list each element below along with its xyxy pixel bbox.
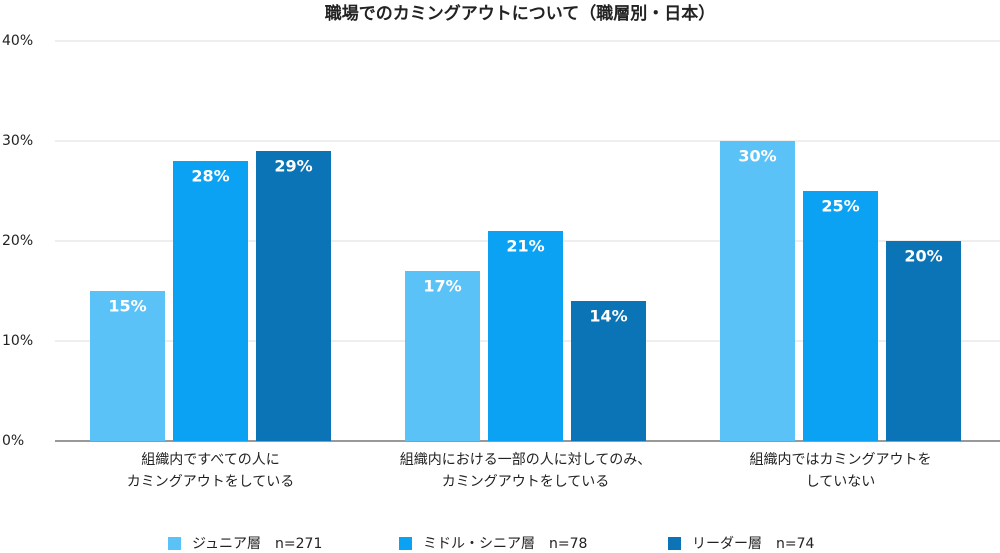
x-tick-label: 組織内ですべての人にカミングアウトをしている (127, 452, 295, 490)
value-label: 30% (738, 147, 776, 166)
x-tick-label: 組織内ではカミングアウトをしていない (750, 452, 932, 490)
legend-swatch (168, 537, 181, 550)
y-tick-label: 30% (2, 133, 33, 149)
bar (571, 301, 646, 441)
legend-label: ジュニア層 n=271 (192, 536, 322, 552)
legend-swatch (399, 537, 412, 550)
bar (173, 161, 248, 441)
legend-label: ミドル・シニア層 n=78 (423, 536, 587, 552)
value-label: 21% (506, 237, 544, 256)
legend-label: リーダー層 n=74 (692, 536, 815, 552)
chart-title: 職場でのカミングアウトについて（職層別・日本） (325, 3, 716, 24)
value-label: 14% (589, 307, 627, 326)
bar (886, 241, 961, 441)
value-label: 28% (191, 167, 229, 186)
bar (405, 271, 480, 441)
x-tick-label-line: カミングアウトをしている (127, 474, 295, 490)
x-tick-label-line: 組織内ではカミングアウトを (750, 452, 932, 468)
y-tick-label: 10% (2, 333, 33, 349)
value-label: 17% (423, 277, 461, 296)
x-tick-label: 組織内における一部の人に対してのみ、カミングアウトをしている (400, 452, 652, 490)
x-tick-label-line: していない (806, 474, 876, 490)
value-label: 29% (274, 157, 312, 176)
value-label: 15% (108, 297, 146, 316)
x-tick-label-line: 組織内ですべての人に (141, 452, 279, 468)
bar (256, 151, 331, 441)
bar (803, 191, 878, 441)
x-tick-label-line: カミングアウトをしている (442, 474, 610, 490)
value-label: 20% (904, 247, 942, 266)
y-tick-label: 40% (2, 33, 33, 49)
legend-swatch (668, 537, 681, 550)
bar (720, 141, 795, 441)
y-tick-label: 20% (2, 233, 33, 249)
value-label: 25% (821, 197, 859, 216)
bar (488, 231, 563, 441)
y-tick-label: 0% (2, 433, 24, 449)
bar (90, 291, 165, 441)
x-tick-label-line: 組織内における一部の人に対してのみ、 (400, 452, 652, 468)
